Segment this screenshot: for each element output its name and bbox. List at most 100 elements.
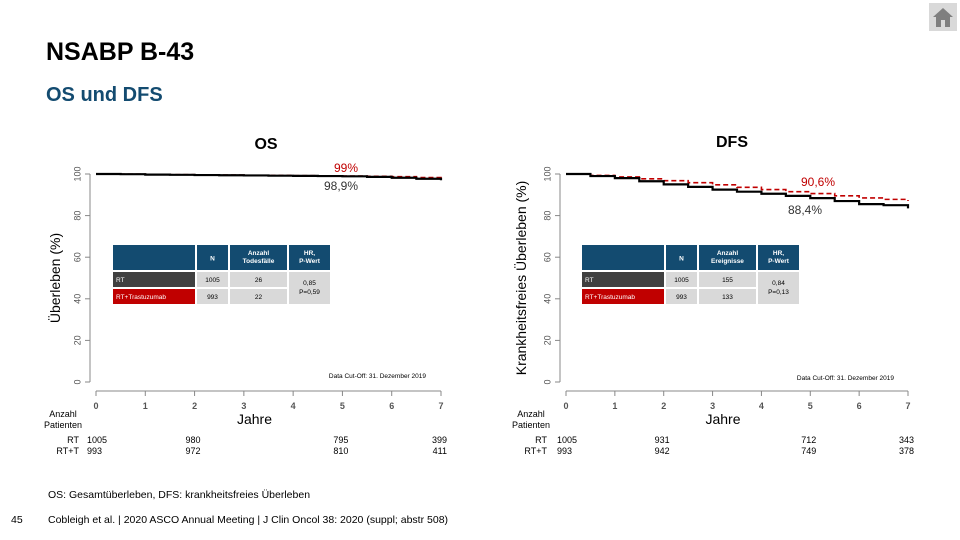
- table-header-cell: [758, 245, 799, 270]
- table-cell: [666, 289, 697, 304]
- y-tick-label: 100: [72, 166, 82, 181]
- table-cell-n: 1005: [674, 277, 689, 284]
- y-tick-label: 0: [542, 379, 552, 384]
- table-hr-value: 0,84: [772, 280, 785, 287]
- table-cell-n: 993: [676, 294, 687, 301]
- table-row-label-cell: [113, 289, 195, 304]
- table-row-label: RT: [585, 277, 594, 284]
- table-cell-n: 1005: [205, 277, 220, 284]
- table-header-cell: [666, 245, 697, 270]
- table-row-label: RT+Trastuzumab: [116, 294, 166, 301]
- curve-annotation: 90,6%: [801, 175, 835, 189]
- risk-count: 1005: [557, 435, 577, 445]
- dfs-chart: 0 20 40 60 80 100 0 1 2 3 4 5 6 7 Jahre Krankheitsfreie…: [512, 166, 914, 456]
- risk-count: 399: [432, 435, 447, 445]
- slide-title: NSABP B-43: [46, 38, 195, 66]
- table-row-label: RT: [116, 277, 125, 284]
- x-tick-label: 3: [710, 401, 715, 411]
- km-curve-rt: [566, 172, 910, 209]
- x-tick-label: 1: [143, 401, 148, 411]
- x-tick-label: 5: [340, 401, 345, 411]
- x-tick-label: 6: [857, 401, 862, 411]
- x-tick-label: 7: [905, 401, 910, 411]
- table-cell-hr: [289, 272, 330, 304]
- risk-table-label: Patienten: [512, 420, 550, 430]
- x-tick-label: 4: [291, 401, 296, 411]
- table-hr-value: 0,85: [303, 280, 316, 287]
- table-cell-events: 26: [255, 277, 263, 284]
- data-cutoff-label: Data Cut-Off: 31. Dezember 2019: [329, 373, 426, 380]
- table-cell-events: 22: [255, 294, 263, 301]
- table-cell: [699, 289, 756, 304]
- y-tick-label: 20: [542, 335, 552, 345]
- table-cell: [230, 289, 287, 304]
- home-button[interactable]: [929, 3, 957, 31]
- km-curve-rt-trastuzumab: [566, 173, 909, 202]
- x-tick-label: 2: [192, 401, 197, 411]
- x-axis-label: Jahre: [237, 411, 272, 427]
- dfs-chart-title: DFS: [716, 134, 748, 151]
- risk-count: 942: [655, 446, 670, 456]
- x-tick-label: 5: [808, 401, 813, 411]
- y-tick-label: 60: [72, 252, 82, 262]
- x-tick-label: 1: [612, 401, 617, 411]
- table-cell: [666, 272, 697, 287]
- home-icon: [933, 8, 953, 27]
- risk-count: 972: [186, 446, 201, 456]
- x-tick-label: 7: [438, 401, 443, 411]
- risk-count: 378: [899, 446, 914, 456]
- y-tick-label: 40: [72, 294, 82, 304]
- table-header-label: Anzahl Ereignisse: [711, 250, 744, 265]
- risk-table-label: Anzahl: [49, 409, 77, 419]
- table-row-label-cell: [582, 289, 664, 304]
- table-header-cell: [289, 245, 330, 270]
- risk-count: 1005: [87, 435, 107, 445]
- table-header-cell: [699, 245, 756, 270]
- curve-annotation: 98,9%: [324, 179, 358, 193]
- y-tick-label: 80: [72, 211, 82, 221]
- risk-count: 343: [899, 435, 914, 445]
- table-row-label-cell: [582, 272, 664, 287]
- table-cell: [197, 289, 228, 304]
- risk-row-name: RT: [535, 435, 547, 445]
- y-tick-label: 20: [72, 335, 82, 345]
- y-tick-label: 100: [542, 166, 552, 181]
- table-header-label: HR, P-Wert: [768, 250, 790, 265]
- table-header-cell: [113, 245, 195, 270]
- risk-count: 993: [87, 446, 102, 456]
- table-header-cell: [197, 245, 228, 270]
- table-row-label-cell: [113, 272, 195, 287]
- km-curve-rt: [96, 172, 443, 181]
- curve-annotation: 88,4%: [788, 203, 822, 217]
- table-cell-n: 993: [207, 294, 218, 301]
- x-tick-label: 4: [759, 401, 764, 411]
- risk-row-name: RT+T: [56, 446, 79, 456]
- table-cell-events: 155: [722, 277, 733, 284]
- y-tick-label: 40: [542, 294, 552, 304]
- table-cell-events: 133: [722, 294, 733, 301]
- risk-count: 411: [433, 446, 447, 456]
- x-axis-label: Jahre: [705, 411, 740, 427]
- table-header-label: N: [210, 256, 215, 263]
- page-number: 45: [11, 514, 23, 526]
- y-axis-label: Überleben (%): [46, 233, 63, 323]
- risk-row-name: RT: [67, 435, 79, 445]
- table-p-value: P=0,59: [299, 289, 320, 296]
- table-header-label: N: [679, 256, 684, 263]
- risk-count: 810: [333, 446, 348, 456]
- x-tick-label: 2: [661, 401, 666, 411]
- y-tick-label: 80: [542, 211, 552, 221]
- citation: Cobleigh et al. | 2020 ASCO Annual Meeti…: [48, 514, 449, 526]
- table-p-value: P=0,13: [768, 289, 789, 296]
- x-tick-label: 0: [563, 401, 568, 411]
- table-header-cell: [582, 245, 664, 270]
- risk-count: 795: [333, 435, 348, 445]
- table-row-label: RT+Trastuzumab: [585, 294, 635, 301]
- x-tick-label: 6: [389, 401, 394, 411]
- risk-count: 712: [801, 435, 816, 445]
- table-cell: [230, 272, 287, 287]
- data-cutoff-label: Data Cut-Off: 31. Dezember 2019: [797, 375, 894, 382]
- risk-count: 749: [801, 446, 816, 456]
- table-cell: [197, 272, 228, 287]
- table-cell: [699, 272, 756, 287]
